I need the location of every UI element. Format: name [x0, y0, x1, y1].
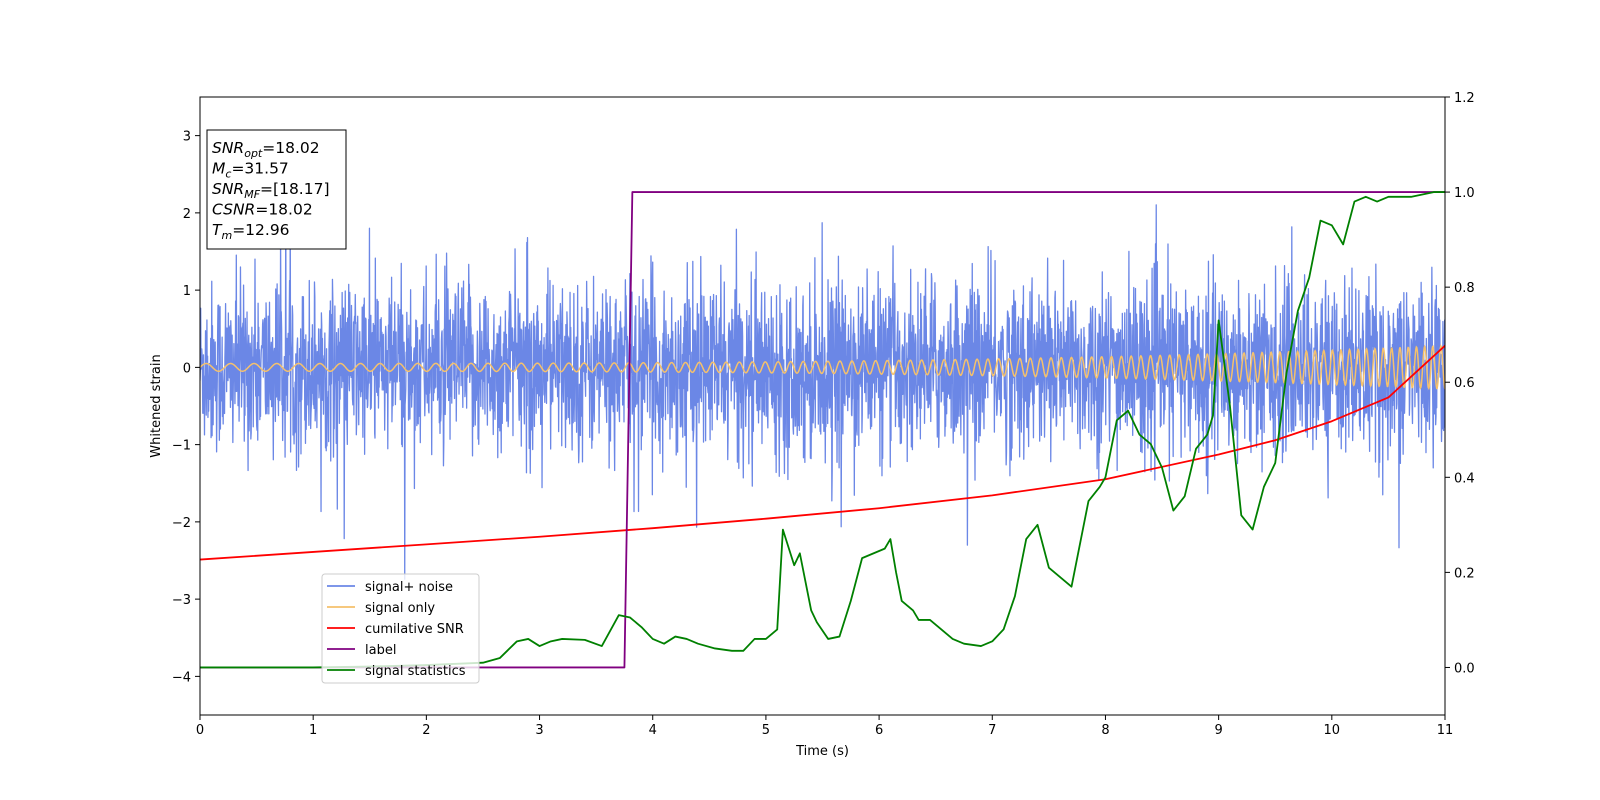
- y-right-tick-label: 0.4: [1454, 471, 1475, 486]
- info-var: T: [212, 221, 223, 239]
- series-signal-only-line: [200, 344, 1445, 391]
- info-var: SNR: [212, 180, 244, 198]
- x-tick-label: 11: [1437, 723, 1454, 738]
- y-right-tick-label: 1.0: [1454, 186, 1475, 201]
- series-cumilative-snr-line: [200, 344, 1445, 561]
- series-signal-statistics-line: [200, 191, 1445, 669]
- x-tick-label: 9: [1214, 723, 1222, 738]
- x-tick-label: 2: [422, 723, 430, 738]
- plot-frame: [199, 96, 1446, 716]
- legend-box: [321, 573, 480, 684]
- info-line: SNRopt=18.02: [212, 139, 320, 160]
- y-left-tick-label: −4: [172, 670, 191, 685]
- y-right-tick-label: 0.6: [1454, 376, 1475, 391]
- info-subscript: MF: [244, 188, 260, 201]
- y-left-tick-label: 2: [183, 207, 191, 222]
- x-tick-label: 3: [535, 723, 543, 738]
- y-right-tick-label: 1.2: [1454, 91, 1475, 106]
- info-line: Tm=12.96: [212, 221, 290, 242]
- legend-label: cumilative SNR: [365, 622, 464, 637]
- y-left-tick-label: 0: [183, 361, 191, 376]
- info-line: CSNR=18.02: [212, 201, 313, 219]
- x-tick-label: 10: [1324, 723, 1341, 738]
- y-left-tick-label: −2: [172, 516, 191, 531]
- info-var: CSNR: [212, 201, 255, 219]
- x-tick-label: 1: [309, 723, 317, 738]
- info-value: =18.02: [262, 139, 319, 157]
- legend-label: label: [365, 643, 396, 658]
- info-line: SNRMF=[18.17]: [212, 180, 330, 201]
- y-left-tick-label: −3: [172, 593, 191, 608]
- x-tick-label: 7: [988, 723, 996, 738]
- x-tick-label: 8: [1101, 723, 1109, 738]
- info-var: SNR: [212, 139, 244, 157]
- x-axis-title: Time (s): [795, 744, 849, 759]
- series-signal-noise-line: [200, 204, 1445, 580]
- info-value: =12.96: [232, 221, 289, 239]
- legend-label: signal+ noise: [365, 580, 453, 595]
- info-value: =18.02: [255, 201, 312, 219]
- info-subscript: m: [221, 229, 232, 242]
- info-value: =[18.17]: [260, 180, 329, 198]
- info-box: [206, 129, 347, 250]
- y-right-tick-label: 0.0: [1454, 661, 1475, 676]
- y-axis-title: Whitened strain: [149, 354, 164, 457]
- info-var: M: [212, 160, 225, 178]
- info-subscript: c: [225, 168, 231, 181]
- x-tick-label: 4: [649, 723, 657, 738]
- info-subscript: opt: [244, 147, 263, 160]
- info-line: Mc=31.57: [212, 160, 289, 181]
- info-value: =31.57: [231, 160, 288, 178]
- y-left-tick-label: −1: [172, 439, 191, 454]
- x-tick-label: 0: [196, 723, 204, 738]
- y-right-tick-label: 0.2: [1454, 566, 1475, 581]
- y-right-tick-label: 0.8: [1454, 281, 1475, 296]
- x-tick-label: 6: [875, 723, 883, 738]
- legend-label: signal only: [365, 601, 435, 616]
- legend-label: signal statistics: [365, 664, 466, 679]
- y-left-tick-label: 1: [183, 284, 191, 299]
- y-left-tick-label: 3: [183, 130, 191, 145]
- x-tick-label: 5: [762, 723, 770, 738]
